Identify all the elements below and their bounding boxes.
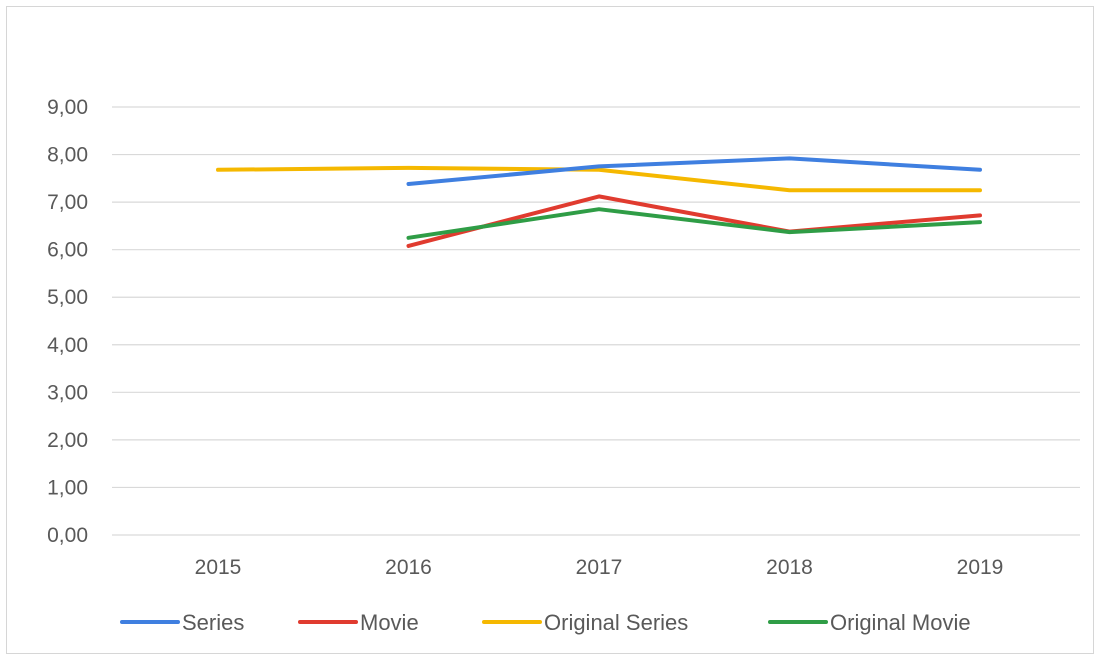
chart-frame [6,6,1094,654]
y-tick-label: 6,00 [47,239,88,262]
series-lines [216,156,982,248]
series-line-original-movie [406,207,982,240]
series-line-original-series [216,165,982,193]
y-tick-label: 5,00 [47,286,88,309]
y-tick-label: 7,00 [47,191,88,214]
legend-label: Series [182,610,244,635]
x-axis-tick-labels: 2015 2016 2017 2018 2019 [195,556,1004,579]
x-tick-label: 2016 [385,556,432,579]
x-tick-label: 2015 [195,556,242,579]
y-axis-tick-labels: 0,00 1,00 2,00 3,00 4,00 5,00 6,00 7,00 8,00 9,00 [47,96,88,547]
y-tick-label: 2,00 [47,429,88,452]
legend-label: Movie [360,610,419,635]
y-tick-label: 3,00 [47,381,88,404]
legend: Series Movie Original Series Original Movie [120,610,971,635]
y-tick-label: 9,00 [47,96,88,119]
x-tick-label: 2019 [957,556,1004,579]
x-tick-label: 2017 [576,556,623,579]
legend-label: Original Series [544,610,688,635]
y-tick-label: 8,00 [47,144,88,167]
gridlines [112,106,1080,536]
y-tick-label: 4,00 [47,334,88,357]
y-tick-label: 0,00 [47,524,88,547]
legend-label: Original Movie [830,610,971,635]
series-line-series [406,156,982,186]
x-tick-label: 2018 [766,556,813,579]
series-line-movie [406,194,982,248]
y-tick-label: 1,00 [47,476,88,499]
